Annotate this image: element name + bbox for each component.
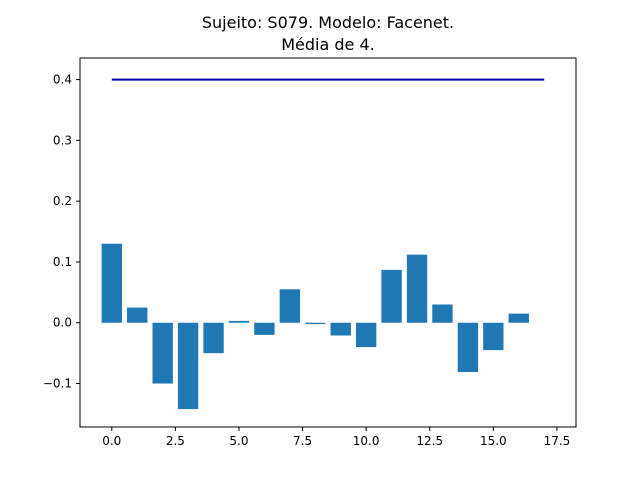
bar-9 — [330, 322, 351, 336]
bar-11 — [381, 269, 402, 323]
bar-7 — [279, 289, 301, 323]
x-axis-ticks: 0.0 2.5 5.0 7.5 10.0 12.5 15.0 17.5 — [102, 427, 570, 448]
y-tick-label: 0.3 — [53, 133, 72, 147]
y-tick-label: 0.1 — [53, 255, 72, 269]
bar-10 — [355, 322, 377, 348]
y-tick-label: 0.2 — [53, 194, 72, 208]
chart-title-line-2: Média de 4. — [281, 35, 375, 54]
y-tick-label: 0.0 — [53, 316, 72, 330]
x-tick-label: 5.0 — [229, 434, 248, 448]
x-tick-label: 7.5 — [293, 434, 312, 448]
y-tick-label: −0.1 — [43, 377, 72, 391]
bar-12 — [406, 254, 428, 323]
bar-15 — [483, 322, 504, 351]
y-tick-label: 0.4 — [53, 73, 72, 87]
x-tick-label: 0.0 — [102, 434, 121, 448]
x-tick-label: 2.5 — [166, 434, 185, 448]
y-axis-ticks: −0.1 0.0 0.1 0.2 0.3 0.4 — [43, 73, 80, 391]
bar-3 — [177, 322, 199, 410]
chart-title-line-1: Sujeito: S079. Modelo: Facenet. — [202, 13, 454, 32]
bar-8 — [305, 322, 326, 324]
bar-6 — [254, 322, 275, 335]
bar-13 — [432, 304, 453, 323]
bar-2 — [152, 322, 173, 384]
bar-1 — [127, 307, 148, 323]
plot-frame — [79, 57, 577, 428]
x-tick-label: 17.5 — [544, 434, 571, 448]
x-tick-label: 12.5 — [416, 434, 443, 448]
bar-series — [101, 243, 529, 410]
bar-16 — [508, 313, 529, 323]
bar-14 — [457, 322, 479, 372]
bar-0 — [101, 243, 122, 323]
x-tick-label: 10.0 — [353, 434, 380, 448]
bar-5 — [228, 320, 250, 323]
x-tick-label: 15.0 — [480, 434, 507, 448]
bar-4 — [203, 322, 224, 354]
